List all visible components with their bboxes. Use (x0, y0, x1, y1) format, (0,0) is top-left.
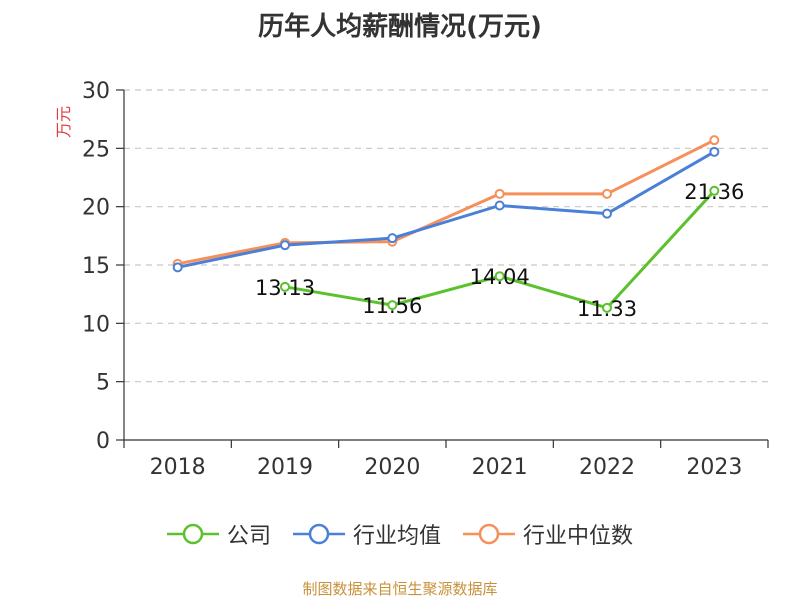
data-point-1 (387, 233, 398, 244)
data-point-1 (280, 240, 290, 251)
data-point-1 (494, 200, 505, 211)
legend-marker-company (166, 523, 219, 545)
legend-item-industry-median[interactable]: 行业中位数 (463, 518, 633, 550)
data-point-2 (602, 188, 612, 199)
x-tick-label: 2021 (472, 455, 528, 480)
data-point-1 (602, 208, 612, 219)
y-tick-label: 5 (96, 371, 110, 396)
legend-marker-industry-median (463, 523, 515, 545)
x-tick-label: 2020 (364, 455, 420, 480)
data-point-0 (280, 281, 290, 292)
x-tick-label: 2022 (579, 455, 635, 480)
legend-item-company[interactable]: 公司 (166, 518, 271, 550)
data-label: 13.13 (255, 276, 315, 300)
series-line-2 (177, 138, 716, 266)
source-note: 制图数据来自恒生聚源数据库 (302, 580, 498, 598)
chart-title: 历年人均薪酬情况(万元) (258, 12, 542, 42)
data-label: 11.33 (577, 297, 637, 321)
data-point-2 (494, 188, 505, 199)
x-tick-label: 2019 (257, 455, 313, 480)
y-tick-label: 0 (96, 429, 110, 454)
x-tick-label: 2018 (150, 455, 206, 480)
data-point-1 (709, 146, 720, 157)
data-point-0 (709, 185, 720, 196)
data-point-0 (387, 300, 398, 311)
y-tick-label: 15 (82, 254, 110, 279)
data-label: 14.04 (470, 265, 530, 289)
legend-label-industry-median: 行业中位数 (523, 524, 634, 549)
data-label: 21.36 (684, 180, 744, 204)
data-point-0 (602, 302, 612, 313)
data-label: 11.56 (362, 294, 422, 318)
series-line-1 (177, 150, 716, 269)
y-tick-label: 30 (82, 79, 110, 104)
legend: 公司 行业均值 行业中位数 (0, 518, 800, 550)
legend-label-company: 公司 (226, 524, 271, 549)
legend-item-industry-mean[interactable]: 行业均值 (292, 518, 441, 550)
data-point-1 (172, 262, 183, 273)
x-tick-label: 2023 (686, 455, 742, 480)
y-tick-label: 10 (82, 312, 110, 337)
y-axis-title: 万元 (54, 106, 73, 138)
data-point-2 (709, 135, 720, 146)
y-tick-label: 25 (82, 137, 110, 162)
y-tick-label: 20 (82, 196, 110, 221)
legend-marker-industry-mean (292, 523, 345, 545)
legend-label-industry-mean: 行业均值 (352, 524, 441, 549)
data-point-0 (494, 271, 505, 282)
